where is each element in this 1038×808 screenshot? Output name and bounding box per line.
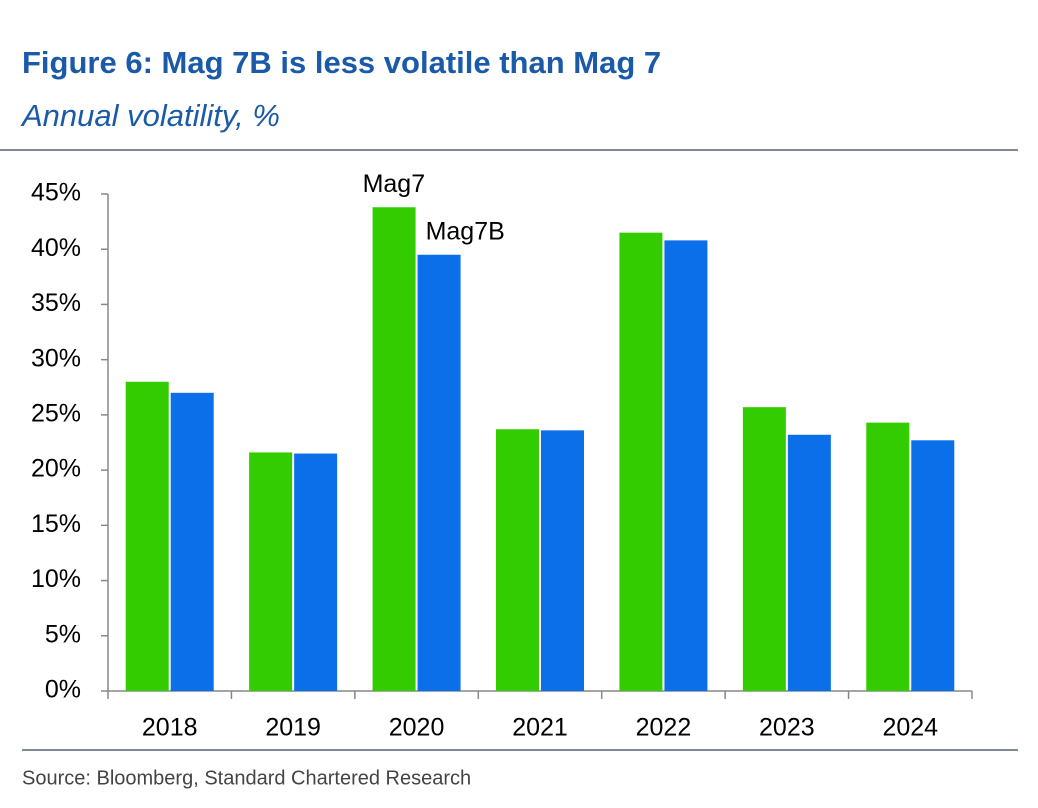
x-tick-label: 2018 bbox=[142, 714, 198, 742]
x-tick-label: 2023 bbox=[759, 714, 815, 742]
y-tick-label: 10% bbox=[31, 565, 81, 593]
source-note: Source: Bloomberg, Standard Chartered Re… bbox=[22, 767, 471, 789]
x-tick-label: 2024 bbox=[882, 714, 938, 742]
bar bbox=[372, 207, 416, 691]
bar bbox=[664, 240, 708, 692]
bar bbox=[417, 254, 461, 691]
chart-title: Figure 6: Mag 7B is less volatile than M… bbox=[22, 45, 661, 80]
series-label: Mag7B bbox=[426, 217, 505, 245]
bar bbox=[787, 434, 831, 691]
bar bbox=[125, 381, 169, 691]
x-tick-label: 2020 bbox=[389, 714, 445, 742]
x-tick-label: 2021 bbox=[512, 714, 568, 742]
bar bbox=[866, 422, 910, 691]
y-tick-label: 0% bbox=[45, 676, 81, 704]
y-tick-label: 40% bbox=[31, 234, 81, 262]
chart-subtitle: Annual volatility, % bbox=[20, 98, 280, 133]
y-tick-label: 20% bbox=[31, 455, 81, 483]
x-tick-label: 2019 bbox=[265, 714, 321, 742]
x-tick-label: 2022 bbox=[636, 714, 692, 742]
bar bbox=[170, 392, 214, 691]
y-tick-label: 5% bbox=[45, 620, 81, 648]
bar bbox=[294, 453, 338, 691]
y-tick-label: 35% bbox=[31, 289, 81, 317]
y-tick-label: 30% bbox=[31, 344, 81, 372]
bar bbox=[496, 429, 539, 691]
y-tick-label: 45% bbox=[31, 179, 81, 207]
bar bbox=[911, 440, 955, 691]
bar bbox=[742, 407, 786, 691]
bar bbox=[249, 452, 293, 691]
y-tick-label: 25% bbox=[31, 399, 81, 427]
bar bbox=[541, 430, 584, 691]
y-tick-label: 15% bbox=[31, 510, 81, 538]
bar bbox=[619, 232, 663, 691]
series-label: Mag7 bbox=[363, 170, 426, 198]
